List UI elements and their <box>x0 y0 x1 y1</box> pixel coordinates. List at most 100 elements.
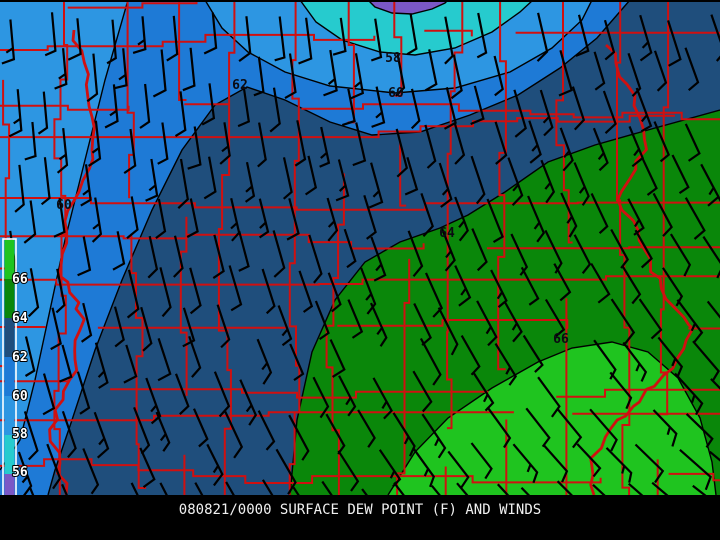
wind-barb <box>86 53 99 103</box>
wind-barb <box>512 443 539 484</box>
wind-barb <box>522 334 544 373</box>
wind-barb <box>470 155 486 205</box>
wind-barb <box>44 12 57 57</box>
wind-barb <box>139 83 151 129</box>
wind-barb <box>237 86 251 128</box>
wind-barb <box>145 158 159 202</box>
wind-barb <box>126 196 139 240</box>
wind-barb <box>173 235 184 278</box>
wind-barb <box>152 49 167 98</box>
wind-barb <box>590 193 609 235</box>
contour-label: 60 <box>56 198 72 213</box>
wind-barb <box>357 409 376 448</box>
wind-barb <box>203 12 218 55</box>
contour-label: 66 <box>553 332 569 347</box>
wind-barb <box>139 447 156 488</box>
wind-barb <box>486 406 512 449</box>
wind-barb <box>575 14 590 57</box>
wind-barb <box>590 262 611 304</box>
wind-barb <box>372 377 393 420</box>
contour-54 <box>367 0 449 15</box>
contour-label: 60 <box>388 86 404 101</box>
wind-barb <box>634 443 665 484</box>
wind-barb <box>159 482 168 495</box>
wind-barb <box>610 298 636 345</box>
wind-barb <box>53 198 66 238</box>
wind-barb <box>126 269 140 319</box>
wind-barb <box>605 447 633 483</box>
wind-barb <box>288 414 310 461</box>
colorbar-tick-label: 62 <box>12 350 28 365</box>
wind-barb <box>657 336 684 378</box>
wind-barb <box>609 371 633 410</box>
colorbar-tick-label: 60 <box>12 389 28 404</box>
colorbar-segment <box>4 474 15 513</box>
wind-barb <box>709 450 720 462</box>
wind-barb <box>412 447 436 488</box>
wind-barb <box>326 197 339 242</box>
wind-barb <box>174 91 187 138</box>
wind-barb <box>155 198 167 239</box>
wind-barb <box>476 12 488 59</box>
wind-barb <box>539 89 554 137</box>
wind-barb <box>527 195 546 243</box>
colorbar-segment <box>4 279 15 318</box>
wind-barb <box>652 409 678 447</box>
wind-barb <box>395 54 406 97</box>
wind-barb <box>460 335 481 376</box>
wind-barb <box>274 16 286 62</box>
wind-barb <box>558 50 573 97</box>
wind-barb <box>123 128 137 175</box>
colorbar-tick-label: 66 <box>12 272 28 287</box>
wind-barb <box>684 47 700 92</box>
wind-barb <box>140 306 153 352</box>
wind-barb <box>639 14 653 62</box>
wind-barb <box>363 194 377 240</box>
wind-barb <box>239 379 258 426</box>
wind-barb <box>486 198 504 244</box>
wind-barb <box>635 87 653 133</box>
wind-barb <box>187 126 202 170</box>
wind-barb <box>80 164 92 207</box>
wind-barb <box>219 122 231 165</box>
wind-barb <box>337 450 360 492</box>
wind-barb <box>308 234 323 284</box>
contour-labels: 58 60 62 60 64 66 <box>56 51 569 347</box>
wind-barb <box>437 307 459 356</box>
wind-barb <box>23 411 39 461</box>
wind-barb <box>55 268 66 314</box>
wind-barb <box>621 265 642 305</box>
wind-barb <box>420 193 434 238</box>
wind-barb <box>490 269 508 308</box>
wind-barb <box>684 123 701 162</box>
wind-barb <box>132 16 147 54</box>
wind-barb <box>46 443 62 490</box>
wind-barb <box>556 480 573 495</box>
wind-barb <box>189 267 202 315</box>
wind-barb <box>212 234 225 280</box>
wind-barb <box>494 121 508 165</box>
contour-lines <box>0 0 720 495</box>
wind-barb <box>671 154 690 195</box>
wind-barb <box>155 411 171 452</box>
wind-barb <box>174 373 190 416</box>
wind-barb <box>685 413 714 449</box>
wind-barb <box>145 377 162 425</box>
wind-barb <box>203 156 217 200</box>
wind-barb <box>182 47 196 92</box>
wind-barb <box>216 304 231 349</box>
wind-barb <box>338 375 357 417</box>
wind-barb <box>238 16 252 62</box>
county-line <box>217 0 236 495</box>
wind-barb <box>476 300 498 347</box>
wind-barb <box>321 480 333 495</box>
wind-barb <box>392 412 416 457</box>
wind-barb <box>261 479 274 495</box>
region-brightgreen-southeast <box>388 342 716 495</box>
wind-barb <box>421 413 447 459</box>
wind-barb <box>360 267 377 315</box>
wind-barb <box>225 481 235 495</box>
wind-barb <box>424 272 444 318</box>
wind-barb <box>700 163 720 207</box>
